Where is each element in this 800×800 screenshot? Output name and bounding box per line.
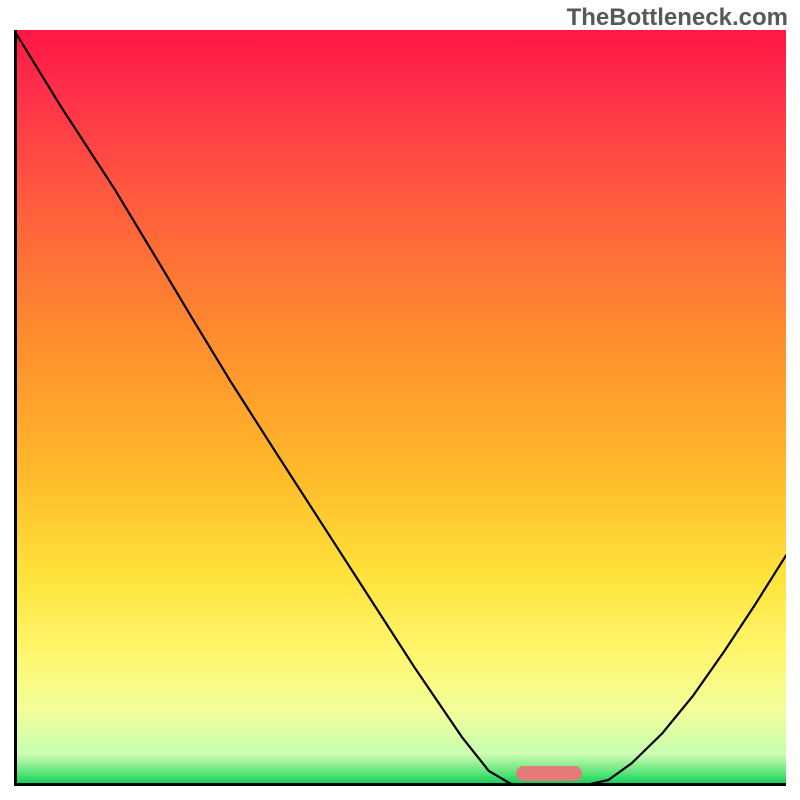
- bottleneck-curve: [14, 30, 786, 786]
- bottleneck-marker: [516, 766, 582, 781]
- plot-area: [14, 30, 786, 786]
- y-axis-line: [14, 30, 17, 786]
- x-axis-line: [14, 783, 786, 786]
- watermark-text: TheBottleneck.com: [567, 4, 788, 32]
- curve-path: [14, 30, 786, 786]
